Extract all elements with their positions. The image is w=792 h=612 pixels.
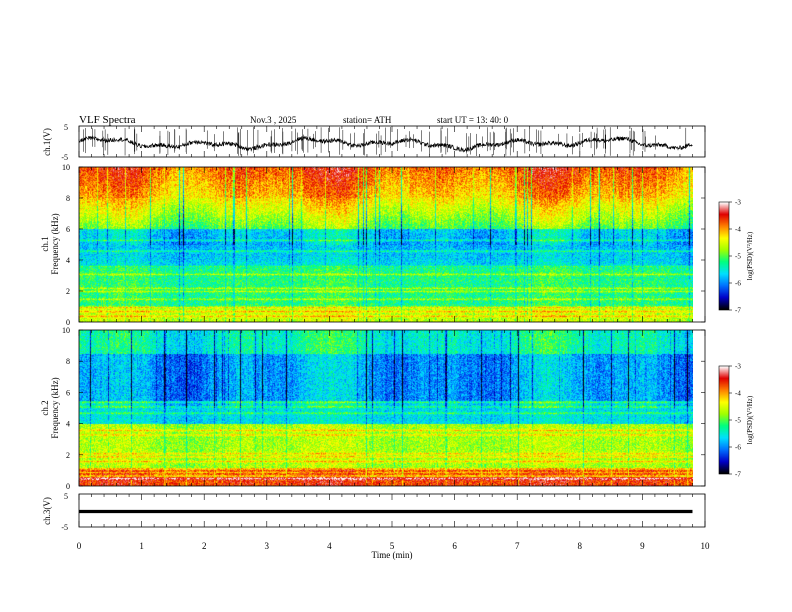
ch2-spec-ytick-tick-label: 10	[62, 326, 70, 335]
ch2-spec-ylabel: Frequency (kHz)	[50, 377, 60, 438]
x-tick-label: 7	[515, 541, 520, 551]
x-tick-label: 2	[202, 541, 207, 551]
ch2-colorbar-ticks: -3 -4 -5 -6 -7	[729, 363, 741, 479]
ch1-colorbar-tick-label: -4	[735, 226, 741, 234]
ch2-colorbar-label: log(PSD)(V²/Hz)	[746, 395, 754, 444]
ch1-spec-ytick-tick-label: 0	[66, 318, 70, 327]
ch1-colorbar-label: log(PSD)(V²/Hz)	[746, 231, 754, 280]
ch2-colorbar-tick-label: -7	[735, 471, 741, 479]
ch1-waveform-series	[78, 127, 693, 156]
ch2-spec-ylabel-top: ch.2	[40, 400, 50, 415]
ch1-colorbar-ticks: -3 -4 -5 -6 -7	[729, 199, 741, 315]
ch1-spectrogram-image	[79, 167, 693, 322]
ch3-waveform-ylabel: ch.3(V)	[42, 497, 52, 525]
ch1-spec-ytick-tick-label: 2	[66, 287, 70, 296]
ch1-spec-ylabel: Frequency (kHz)	[50, 213, 60, 274]
ch1-spec-ytick-tick-label: 4	[66, 256, 70, 265]
x-tick-label: 8	[578, 541, 583, 551]
ch2-spectrogram-panel: 0 2 4 6 8 10 ch.2 Frequency (kHz)	[40, 326, 706, 491]
x-axis-label: Time (min)	[372, 550, 413, 560]
x-tick-label: 10	[701, 541, 711, 551]
x-tick-labels: 0 1 2 3 4 5 6 7 8 9 10	[77, 541, 710, 551]
ch2-colorbar-tick-label: -4	[735, 390, 741, 398]
ch2-spec-ytick-tick-label: 2	[66, 451, 70, 460]
x-tick-label: 1	[139, 541, 144, 551]
x-tick-label: 9	[640, 541, 645, 551]
ch1-colorbar-tick-label: -3	[735, 199, 741, 207]
ch1-waveform-ylabel: ch.1(V)	[42, 128, 52, 156]
ch1-spec-ytick-tick-label: 10	[62, 163, 70, 172]
ch1-colorbar-tick-label: -5	[735, 253, 741, 261]
ch1-spec-ylabel-top: ch.1	[40, 236, 50, 251]
ch2-spectrogram-yticks: 0 2 4 6 8 10	[62, 326, 705, 491]
ch2-spec-ytick-tick-label: 8	[66, 357, 70, 366]
x-tick-label: 6	[452, 541, 457, 551]
ch1-ytick-bottom: -5	[61, 153, 68, 162]
x-tick-label: 4	[327, 541, 332, 551]
x-tick-label: 0	[77, 541, 82, 551]
ch1-colorbar-tick-label: -7	[735, 307, 741, 315]
ch1-ytick-top: 5	[64, 123, 68, 132]
ch2-colorbar-gradient	[719, 366, 729, 474]
ch2-colorbar-tick-label: -5	[735, 417, 741, 425]
ch1-colorbar-tick-label: -6	[735, 280, 741, 288]
ch2-spec-ytick-tick-label: 6	[66, 388, 70, 397]
time-axis-ticks	[78, 126, 706, 527]
figure-title: VLF Spectra	[79, 114, 136, 126]
ch2-spec-ytick-tick-label: 0	[66, 482, 70, 491]
ch1-spectrogram-yticks: 0 2 4 6 8 10	[62, 163, 705, 327]
ch2-colorbar-tick-label: -3	[735, 363, 741, 371]
ch3-ytick-bottom: -5	[61, 523, 68, 532]
ch3-ytick-top: 5	[64, 492, 68, 501]
x-tick-label: 3	[265, 541, 270, 551]
ch1-colorbar: -3 -4 -5 -6 -7 log(PSD)(V²/Hz)	[718, 199, 754, 315]
ch1-spec-ytick-tick-label: 6	[66, 225, 70, 234]
ch2-spectrogram-image	[79, 330, 693, 486]
start-time-label: start UT = 13: 40: 0	[437, 115, 509, 125]
x-tick-label: 5	[390, 541, 395, 551]
ch1-spectrogram-panel: 0 2 4 6 8 10 ch.1 Frequency (kHz)	[40, 163, 706, 327]
ch1-colorbar-gradient	[719, 202, 729, 310]
ch1-spec-ytick-tick-label: 8	[66, 194, 70, 203]
station-label: station= ATH	[343, 115, 392, 125]
date-label: Nov.3 , 2025	[250, 115, 297, 125]
ch2-colorbar: -3 -4 -5 -6 -7 log(PSD)(V²/Hz)	[718, 363, 754, 479]
ch2-colorbar-tick-label: -6	[735, 444, 741, 452]
ch2-spec-ytick-tick-label: 4	[66, 420, 70, 429]
